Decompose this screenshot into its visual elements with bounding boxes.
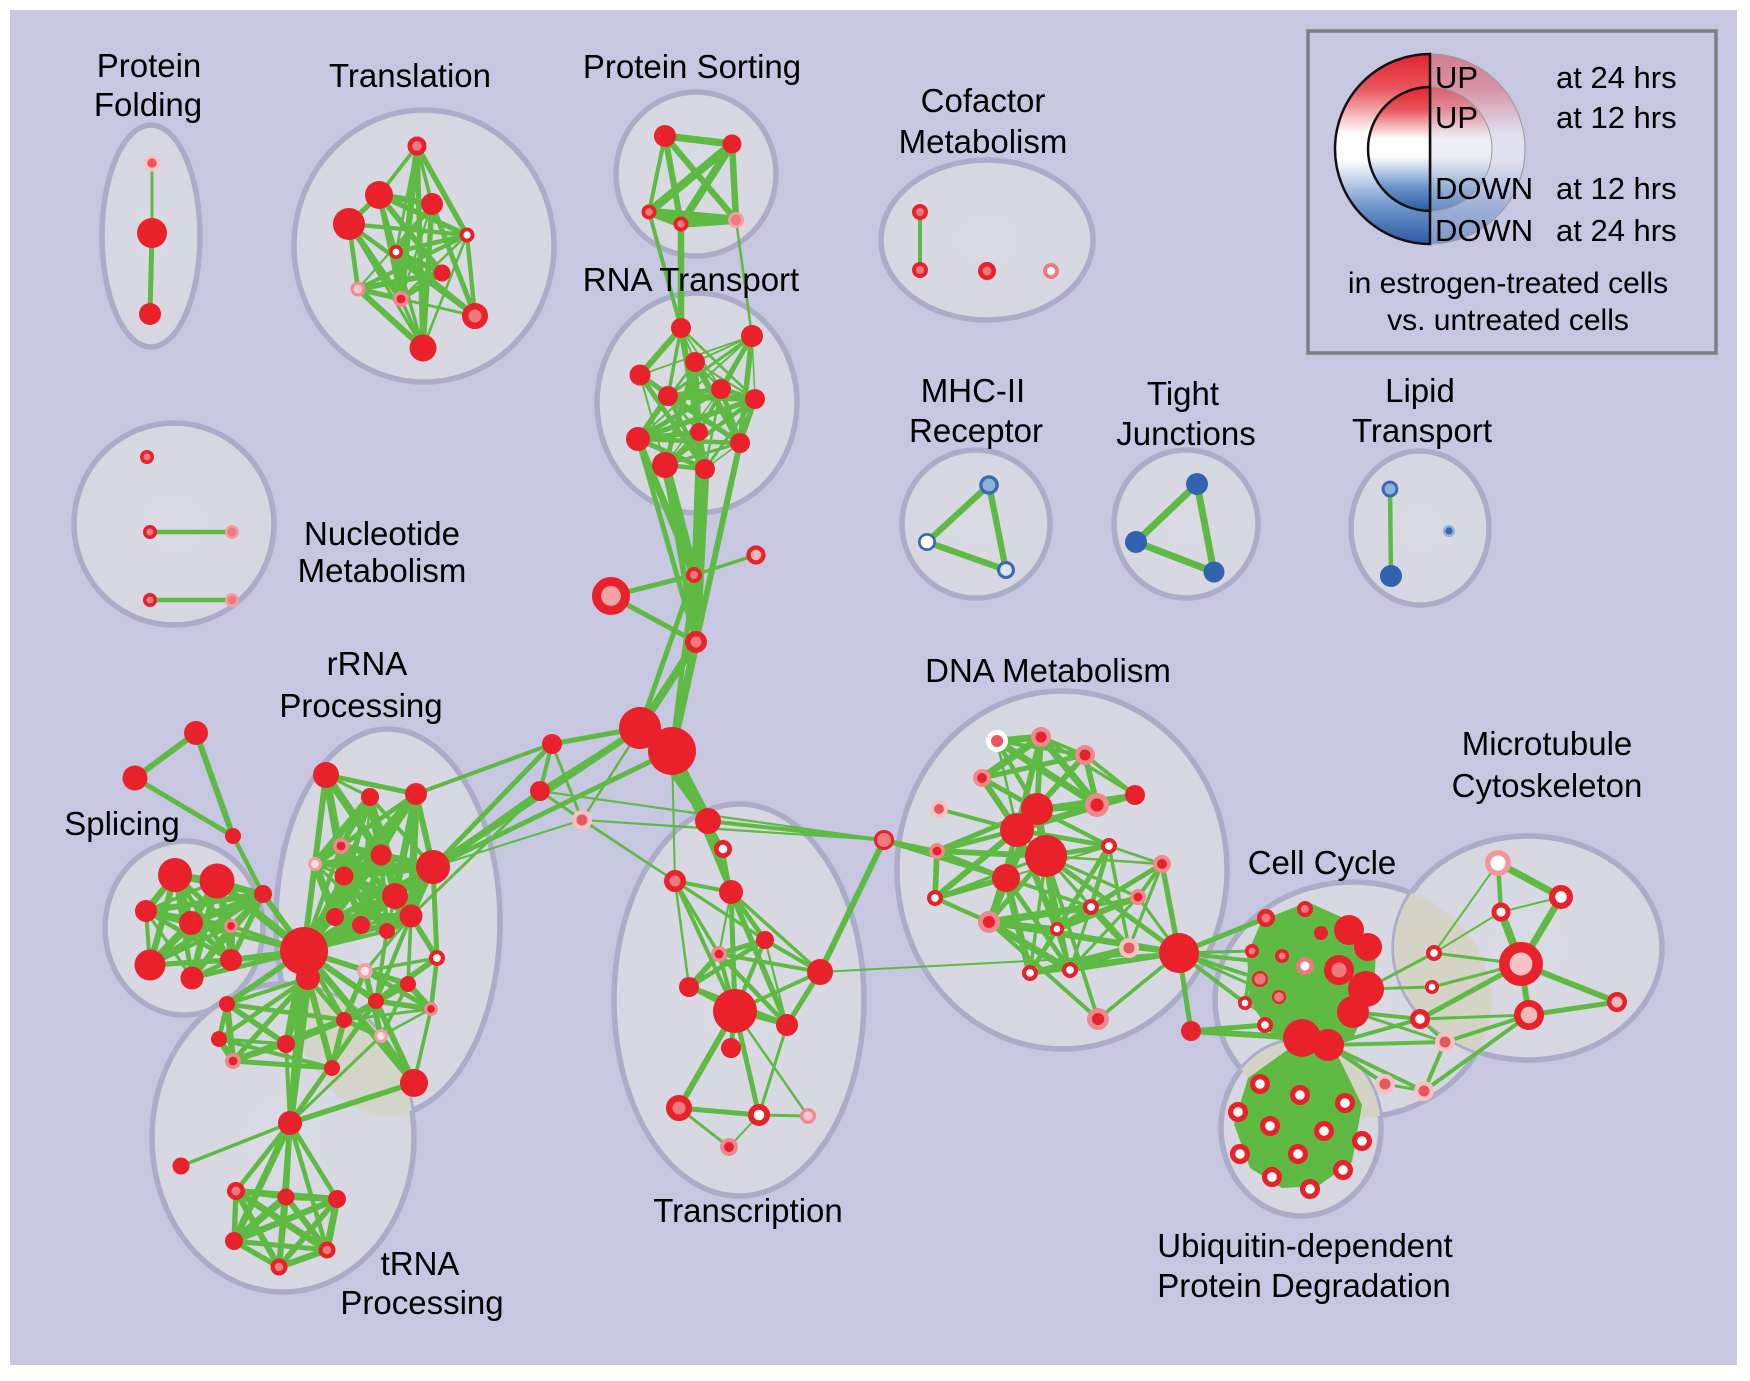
svg-text:Folding: Folding: [94, 86, 202, 123]
svg-text:Metabolism: Metabolism: [298, 552, 467, 589]
svg-text:UP: UP: [1435, 100, 1478, 135]
svg-text:at 24 hrs: at 24 hrs: [1556, 213, 1677, 248]
svg-text:rRNA: rRNA: [327, 645, 408, 682]
svg-text:Protein: Protein: [97, 47, 202, 84]
svg-text:UP: UP: [1435, 60, 1478, 95]
svg-text:Translation: Translation: [329, 57, 491, 94]
svg-text:Junctions: Junctions: [1116, 415, 1255, 452]
svg-text:Receptor: Receptor: [909, 412, 1043, 449]
svg-text:Protein Degradation: Protein Degradation: [1157, 1267, 1451, 1304]
svg-text:Transcription: Transcription: [653, 1192, 843, 1229]
svg-text:Ubiquitin-dependent: Ubiquitin-dependent: [1157, 1227, 1452, 1264]
svg-text:in estrogen-treated cells: in estrogen-treated cells: [1348, 267, 1668, 300]
svg-text:DNA Metabolism: DNA Metabolism: [925, 652, 1171, 689]
svg-text:Protein Sorting: Protein Sorting: [583, 48, 801, 85]
svg-text:Transport: Transport: [1352, 412, 1492, 449]
svg-text:Processing: Processing: [279, 687, 442, 724]
svg-text:Cell Cycle: Cell Cycle: [1248, 844, 1397, 881]
svg-text:vs. untreated cells: vs. untreated cells: [1387, 304, 1629, 337]
svg-text:Cytoskeleton: Cytoskeleton: [1452, 767, 1643, 804]
svg-text:at 12 hrs: at 12 hrs: [1556, 100, 1677, 135]
svg-text:Cofactor: Cofactor: [921, 82, 1046, 119]
svg-text:RNA Transport: RNA Transport: [583, 261, 799, 298]
svg-text:Lipid: Lipid: [1385, 372, 1455, 409]
svg-text:DOWN: DOWN: [1435, 171, 1533, 206]
svg-text:Processing: Processing: [340, 1284, 503, 1321]
svg-text:Nucleotide: Nucleotide: [304, 515, 460, 552]
svg-text:at 12 hrs: at 12 hrs: [1556, 171, 1677, 206]
svg-text:MHC-II: MHC-II: [921, 372, 1025, 409]
svg-text:Microtubule: Microtubule: [1462, 725, 1633, 762]
svg-text:Metabolism: Metabolism: [899, 123, 1068, 160]
svg-text:Splicing: Splicing: [64, 805, 180, 842]
svg-text:at 24 hrs: at 24 hrs: [1556, 60, 1677, 95]
svg-text:DOWN: DOWN: [1435, 213, 1533, 248]
svg-text:tRNA: tRNA: [381, 1245, 460, 1282]
svg-text:Tight: Tight: [1147, 375, 1219, 412]
